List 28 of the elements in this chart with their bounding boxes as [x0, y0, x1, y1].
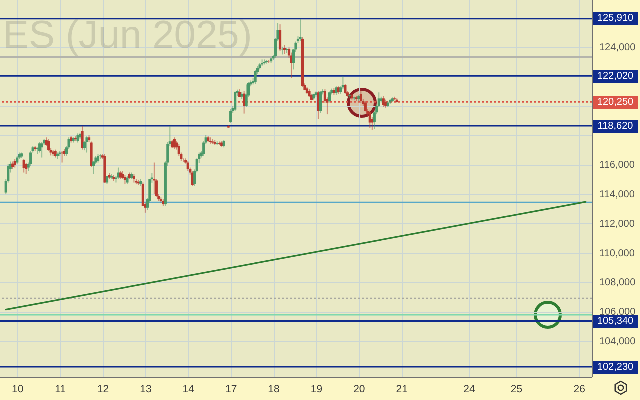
- y-tick-label: 108,000: [600, 278, 636, 289]
- candlestick: [99, 154, 102, 160]
- x-tick-label: 26: [574, 384, 586, 396]
- y-tick-label: 116,000: [600, 160, 636, 172]
- ref-line-label: 118,620: [593, 120, 638, 132]
- ref-line-label: 105,340: [593, 314, 638, 328]
- ref-line-label: 120,250: [593, 96, 638, 109]
- y-tick-label: 114,000: [600, 189, 636, 200]
- x-tick-label: 24: [464, 384, 476, 396]
- y-tick-label: 112,000: [600, 218, 636, 230]
- x-tick-label: 20: [354, 384, 366, 396]
- y-tick-label: 124,000: [600, 42, 636, 54]
- x-tick-label: 19: [310, 384, 323, 396]
- ref-line-label: 125,910: [593, 12, 638, 26]
- x-tick-label: 12: [97, 384, 110, 396]
- y-tick-label: 110,000: [600, 248, 636, 260]
- x-tick-label: 25: [510, 384, 523, 396]
- x-tick-label: 11: [55, 384, 66, 396]
- x-tick-label: 18: [268, 384, 280, 396]
- x-tick-label: 21: [396, 384, 408, 396]
- ref-line-label: 102,230: [593, 360, 638, 374]
- ref-line-label: 122,020: [593, 70, 638, 83]
- x-tick-label: 10: [12, 384, 24, 396]
- y-tick-label: 104,000: [600, 336, 636, 348]
- x-tick-label: 13: [140, 384, 152, 396]
- candlestick: [182, 158, 185, 163]
- x-tick-label: 17: [225, 384, 238, 396]
- x-tick-label: 14: [182, 384, 195, 396]
